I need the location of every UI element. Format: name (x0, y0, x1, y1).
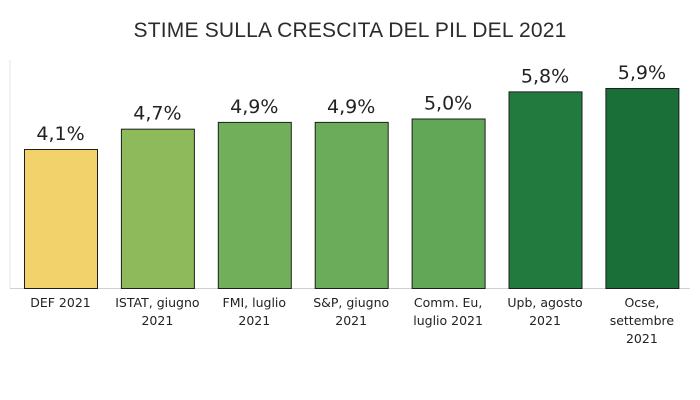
bar-6 (605, 87, 680, 289)
value-label-2: 4,9% (230, 96, 278, 118)
bar-1 (120, 128, 195, 289)
value-label-5: 5,8% (521, 65, 569, 87)
category-label-2-line-1: 2021 (238, 313, 270, 328)
value-label-0: 4,1% (36, 123, 84, 145)
category-label-6-line-0: Ocse, (624, 295, 659, 310)
category-label-6-line-1: settembre (610, 313, 675, 328)
bar-0 (24, 149, 98, 289)
category-label-4-line-0: Comm. Eu, (414, 295, 482, 310)
category-label-5-line-1: 2021 (529, 313, 561, 328)
category-label-5-line-0: Upb, agosto (507, 295, 582, 310)
value-label-1: 4,7% (133, 103, 181, 125)
category-label-1-line-0: ISTAT, giugno (115, 295, 199, 310)
category-label-4-line-1: luglio 2021 (413, 313, 483, 328)
value-label-4: 5,0% (424, 93, 472, 115)
category-label-2-line-0: FMI, luglio (223, 295, 287, 310)
value-label-3: 4,9% (327, 96, 375, 118)
chart-title: STIME SULLA CRESCITA DEL PIL DEL 2021 (133, 19, 567, 42)
bar-4 (411, 118, 486, 289)
bar-2 (217, 121, 292, 289)
bar-5 (508, 91, 583, 289)
category-label-0-line-0: DEF 2021 (30, 295, 91, 310)
category-label-6-line-2: 2021 (626, 331, 658, 346)
value-label-6: 5,9% (618, 62, 666, 84)
bar-3 (314, 121, 389, 289)
category-label-3-line-1: 2021 (335, 313, 367, 328)
category-label-3-line-0: S&P, giugno (313, 295, 389, 310)
category-label-1-line-1: 2021 (141, 313, 173, 328)
